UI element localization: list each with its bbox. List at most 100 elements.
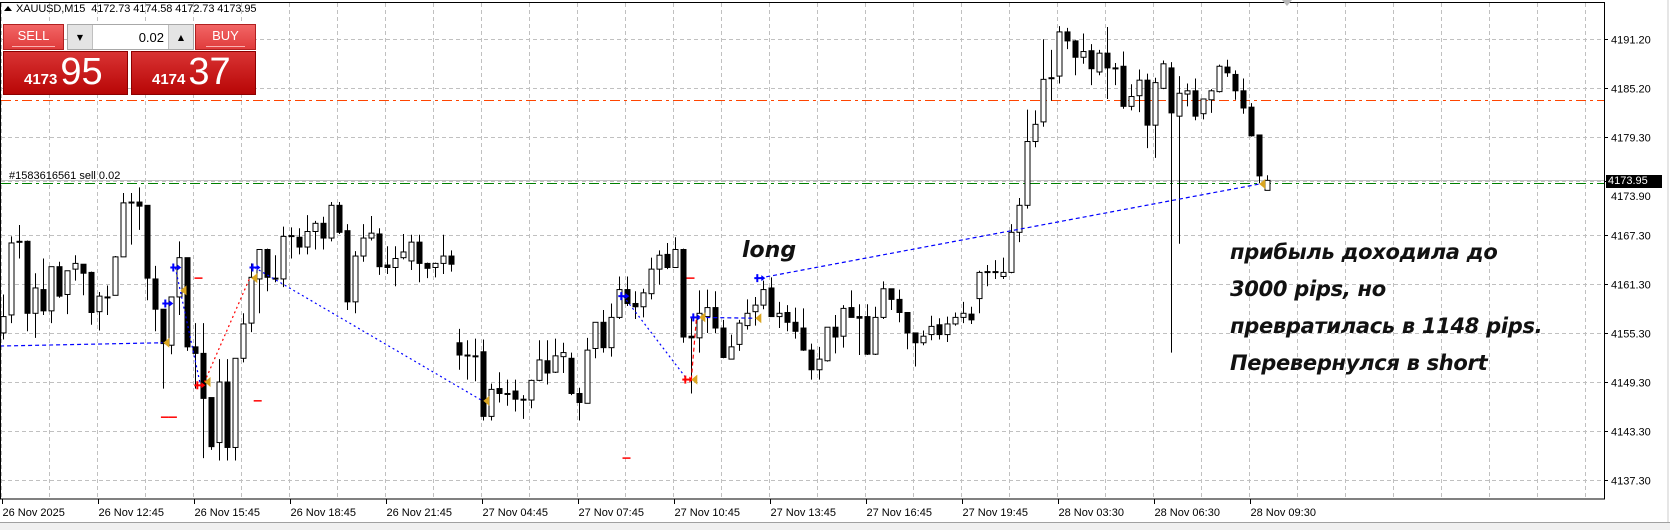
candle <box>8 236 15 324</box>
bear-candle-body <box>1072 40 1079 58</box>
bull-candle-body <box>120 202 127 258</box>
bear-candle-body <box>160 308 167 345</box>
bull-candle-body <box>392 257 399 268</box>
candle <box>456 328 463 370</box>
bear-candle-body <box>472 355 479 358</box>
time-axis[interactable]: 26 Nov 2025 26 Nov 12:45 26 Nov 15:45 26 No… <box>2 499 1316 519</box>
candle <box>1096 49 1103 76</box>
sell-trade-line <box>690 317 698 380</box>
bear-candle-body <box>144 204 151 279</box>
candle <box>1080 33 1087 64</box>
candle <box>1112 62 1119 86</box>
chart-shift-marker-icon[interactable] <box>1282 0 1292 6</box>
bull-candle-body <box>648 268 655 295</box>
candle <box>216 359 223 461</box>
bear-candle-body <box>936 324 943 336</box>
candle <box>1216 64 1223 93</box>
bull-candle-body <box>992 271 999 274</box>
bull-candle-body <box>672 249 679 268</box>
price-tick-label: 4185.20 <box>1611 84 1651 96</box>
candle <box>80 263 87 296</box>
candle <box>848 290 855 318</box>
candle <box>872 306 879 356</box>
buy-arrow-icon <box>618 292 630 301</box>
candle <box>328 202 335 242</box>
sell-button[interactable]: SELL <box>3 24 64 50</box>
candle <box>808 343 815 380</box>
bull-candle-body <box>1000 271 1007 277</box>
buy-button[interactable]: BUY <box>195 24 256 50</box>
bear-candle-body <box>800 327 807 351</box>
candle <box>1016 197 1023 243</box>
lot-decrease-button[interactable]: ▼ <box>68 25 92 49</box>
bull-candle-body <box>240 323 247 359</box>
chart-tabs-bar[interactable] <box>0 522 1670 530</box>
bull-candle-body <box>1024 141 1031 206</box>
bear-candle-body <box>24 240 31 314</box>
bull-candle-body <box>312 222 319 233</box>
time-tick-label: 27 Nov 07:45 <box>579 507 644 519</box>
candle <box>360 224 367 262</box>
candle <box>592 321 599 359</box>
annotation-long[interactable]: long <box>742 238 797 263</box>
candle <box>560 342 567 374</box>
price-axis[interactable]: 4191.20 4185.20 4179.30 4173.90 4167.30 4161.… <box>1604 35 1651 488</box>
bear-candle-body <box>968 313 975 321</box>
candle <box>1040 39 1047 127</box>
candle <box>664 242 671 270</box>
candle <box>632 291 639 320</box>
candle <box>984 265 991 287</box>
lot-increase-button[interactable]: ▲ <box>169 25 193 49</box>
time-tick-label: 27 Nov 19:45 <box>963 507 1028 519</box>
candle <box>1152 77 1159 158</box>
bull-candle-body <box>280 235 287 280</box>
ohlc-values: 4172.73 4174.58 4172.73 4173.95 <box>91 3 257 15</box>
bull-candle-body <box>72 262 79 270</box>
candle <box>736 319 743 351</box>
bear-candle-body <box>720 327 727 358</box>
collapse-triangle-icon[interactable] <box>4 6 12 11</box>
candle <box>568 352 575 396</box>
candle <box>936 318 943 340</box>
time-tick-label: 27 Nov 16:45 <box>867 507 932 519</box>
close-marker-triangle-icon <box>1259 179 1266 190</box>
bull-candle-body <box>1056 31 1063 77</box>
buy-trade-line <box>699 316 756 319</box>
candle <box>392 246 399 287</box>
candle <box>640 288 647 318</box>
close-marker-triangle-icon <box>204 377 211 388</box>
bear-candle-body <box>1192 90 1199 117</box>
bear-candle-body <box>456 342 463 356</box>
bull-candle-body <box>816 358 823 371</box>
buy-price-button[interactable]: 4174 37 <box>131 51 256 95</box>
candle <box>1128 84 1135 111</box>
candle <box>576 387 583 421</box>
candle <box>696 290 703 353</box>
annotation-note[interactable]: прибыль доходила до 3000 pips, но превра… <box>1230 234 1543 382</box>
bid-price-pips: 95 <box>60 51 103 93</box>
bull-candle-body <box>216 381 223 444</box>
bear-candle-body <box>152 278 159 310</box>
candle <box>1120 51 1127 109</box>
price-tick-label: 4161.30 <box>1611 280 1651 292</box>
candle <box>240 313 247 363</box>
candle <box>88 271 95 325</box>
sell-price-button[interactable]: 4173 95 <box>3 51 128 95</box>
candle <box>368 215 375 241</box>
bear-candle-body <box>496 388 503 394</box>
close-marker-triangle-icon <box>163 337 170 348</box>
bull-candle-body <box>976 271 983 300</box>
bear-candle-body <box>184 257 191 348</box>
bear-candle-body <box>136 201 143 207</box>
window-border <box>1667 0 1669 522</box>
price-tick-label: 4191.20 <box>1611 35 1651 47</box>
candle <box>928 315 935 341</box>
bear-candle-body <box>336 204 343 233</box>
lot-size-input[interactable] <box>92 25 169 49</box>
buy-trade-line <box>254 266 483 402</box>
chart-grid <box>1 3 1604 499</box>
bear-candle-body <box>464 354 471 357</box>
candle <box>864 304 871 356</box>
candle <box>192 323 199 389</box>
